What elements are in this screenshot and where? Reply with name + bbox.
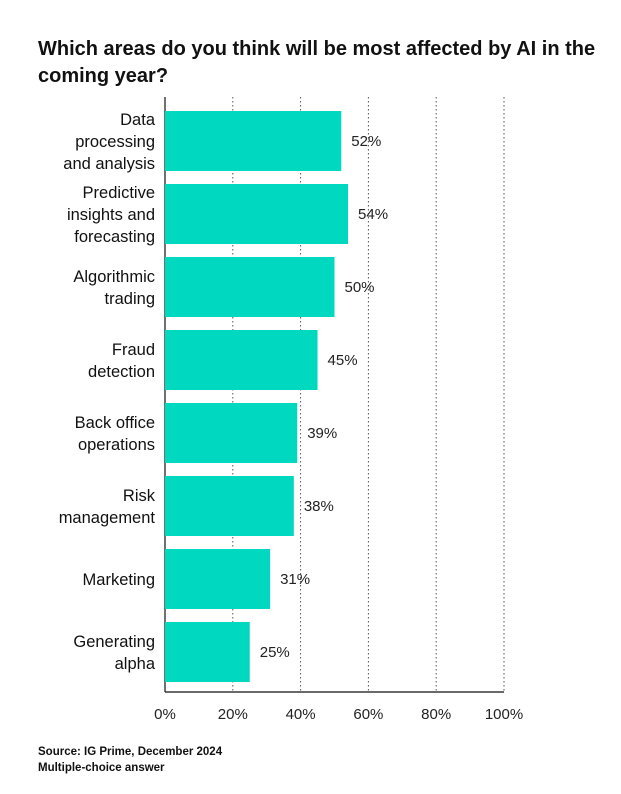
bar-value-label: 52% [351, 133, 381, 150]
bar [165, 476, 294, 536]
category-label-line: Back office [75, 414, 155, 432]
x-tick-label: 100% [485, 706, 523, 723]
category-label: Marketing [83, 571, 155, 589]
category-label: Fraud detection [88, 341, 155, 381]
category-label-line: Predictive [83, 184, 155, 202]
bar [165, 111, 342, 171]
x-tick-label: 20% [218, 706, 248, 723]
category-label-line: and analysis [63, 155, 155, 173]
bar-value-label: 25% [260, 644, 290, 661]
bar [165, 257, 335, 317]
category-label-line: Risk [123, 487, 156, 505]
category-label-line: detection [88, 363, 155, 381]
category-label: Generating alpha [73, 633, 155, 673]
bar-value-label: 31% [280, 571, 310, 588]
category-label-line: Fraud [112, 341, 155, 359]
answer-note: Multiple-choice answer [38, 762, 165, 774]
x-tick-label: 0% [154, 706, 176, 723]
category-label-line: management [59, 509, 156, 527]
category-label-line: processing [75, 133, 155, 151]
bar-value-label: 38% [304, 498, 334, 515]
bar [165, 184, 349, 244]
category-label-line: Marketing [83, 571, 155, 589]
category-label: Back office operations [75, 414, 155, 454]
x-tick-label: 80% [421, 706, 451, 723]
bar-value-label: 54% [358, 206, 388, 223]
category-label-line: forecasting [74, 228, 155, 246]
category-label: Data processing and analysis [63, 111, 156, 173]
category-label-line: alpha [115, 655, 156, 673]
category-label-line: Generating [73, 633, 155, 651]
x-tick-label: 40% [286, 706, 316, 723]
category-label: Risk management [59, 487, 156, 527]
bar [165, 549, 271, 609]
bar-value-label: 45% [328, 352, 358, 369]
category-label-line: Data [120, 111, 156, 129]
category-label-line: insights and [67, 206, 155, 224]
chart-title: Which areas do you think will be most af… [38, 38, 596, 87]
bar-value-label: 50% [345, 279, 375, 296]
chart-footer: Source: IG Prime, December 2024 Multiple… [38, 744, 222, 776]
bar [165, 330, 318, 390]
bar [165, 403, 298, 463]
source-note: Source: IG Prime, December 2024 [38, 746, 223, 758]
bar-value-label: 39% [307, 425, 337, 442]
category-label: Algorithmic trading [73, 268, 155, 308]
category-label-line: trading [105, 290, 155, 308]
category-label: Predictive insights and forecasting [67, 184, 155, 246]
bar [165, 622, 250, 682]
category-label-line: operations [78, 436, 155, 454]
x-tick-label: 60% [353, 706, 383, 723]
category-label-line: Algorithmic [73, 268, 155, 286]
